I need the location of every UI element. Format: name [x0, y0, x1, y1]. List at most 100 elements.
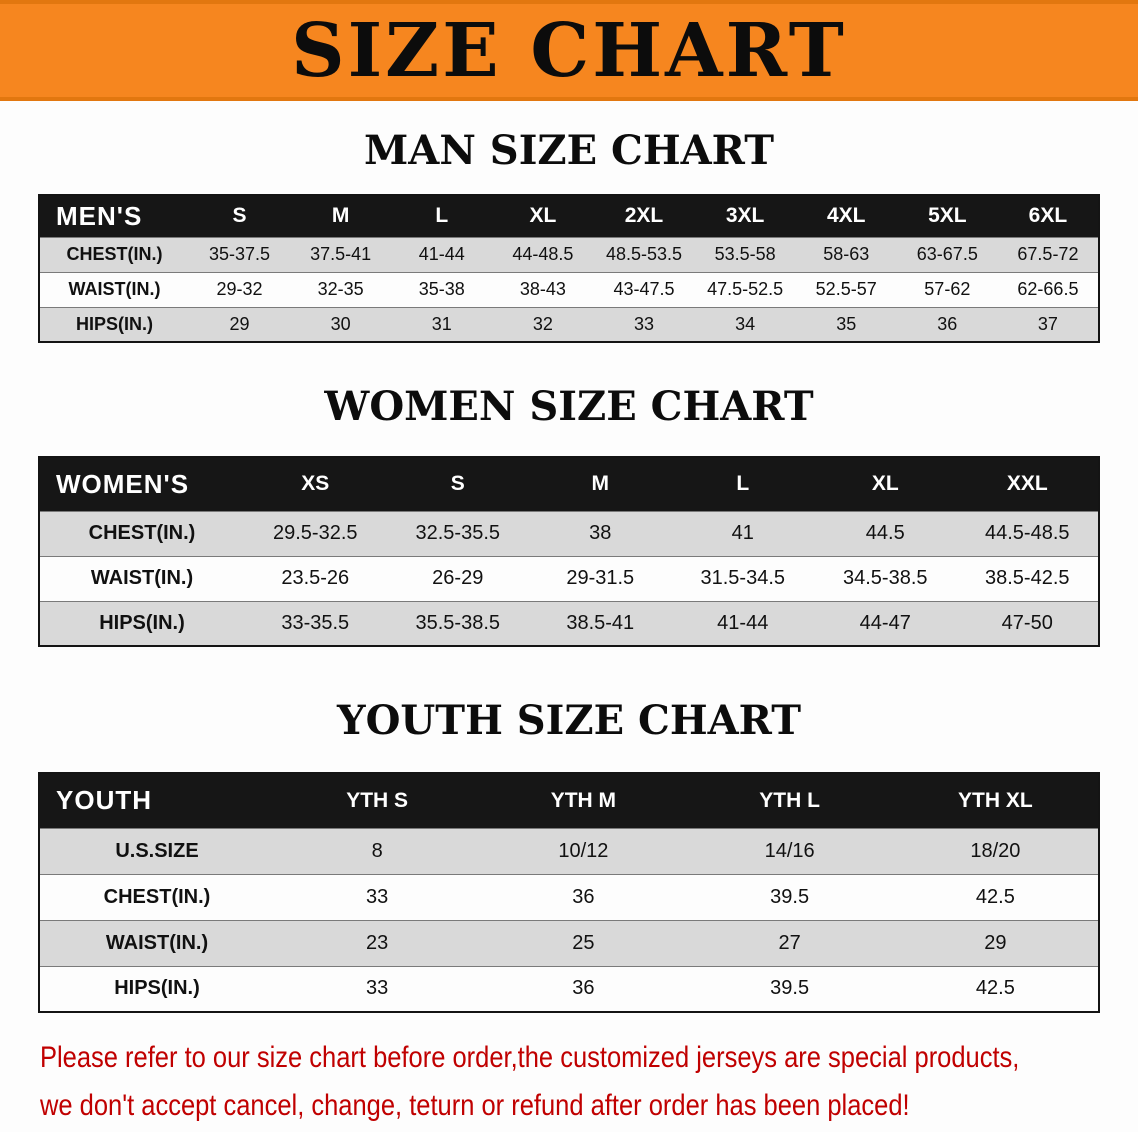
- section-heading: YOUTH SIZE CHART: [337, 697, 801, 744]
- size-value: 38.5-42.5: [984, 567, 1070, 589]
- size-column-header: XL: [871, 472, 899, 496]
- disclaimer: Please refer to our size chart before or…: [40, 1039, 1138, 1124]
- table-body: CHEST(IN.) 29.5-32.5 32.5-35.5 38 41 44.5 44.5…: [39, 511, 1099, 646]
- size-value: 47.5-52.5: [707, 279, 784, 299]
- size-value: 29: [229, 313, 250, 334]
- disclaimer-line-1: Please refer to our size chart before or…: [40, 1041, 1020, 1074]
- size-value: 30: [330, 313, 351, 334]
- size-value: 43-47.5: [613, 279, 675, 299]
- size-value: 32.5-35.5: [415, 522, 500, 544]
- size-value: 25: [572, 931, 595, 954]
- size-column-header: S: [232, 204, 247, 228]
- size-value: 35-38: [418, 279, 465, 299]
- size-value: 32: [532, 313, 553, 334]
- size-column-header: M: [331, 204, 350, 228]
- table-body: CHEST(IN.) 35-37.5 37.5-41 41-44 44-48.5 48.5…: [39, 237, 1099, 342]
- size-value: 41: [731, 522, 754, 544]
- size-value: 37.5-41: [310, 244, 372, 264]
- size-column-header: XS: [301, 472, 330, 496]
- row-label: CHEST(IN.): [66, 244, 163, 264]
- size-column-header: 5XL: [928, 204, 967, 228]
- size-value: 48.5-53.5: [605, 244, 683, 264]
- size-value: 18/20: [970, 839, 1021, 862]
- size-table: YOUTH YTH S YTH M YTH L YTH XL U.S.SIZE 8 10/1…: [38, 772, 1100, 1013]
- size-value: 35: [836, 313, 857, 334]
- size-value: 44-47: [859, 611, 911, 634]
- table-row: CHEST(IN.) 35-37.5 37.5-41 41-44 44-48.5 48.5…: [39, 237, 1099, 272]
- row-label: HIPS(IN.): [114, 977, 200, 1000]
- size-value: 27: [778, 931, 801, 954]
- size-table: WOMEN'S XS S M L XL XXL CHEST(IN.) 29.5-32.5 32.…: [38, 456, 1100, 647]
- row-label: WAIST(IN.): [105, 931, 209, 954]
- banner: SIZE CHART: [0, 0, 1138, 101]
- table-row: WAIST(IN.) 29-32 32-35 35-38 38-43 43-47.5 47.…: [39, 272, 1099, 307]
- size-value: 58-63: [823, 244, 870, 264]
- size-value: 41-44: [418, 244, 465, 264]
- size-value: 23: [366, 931, 389, 954]
- size-value: 52.5-57: [815, 279, 877, 299]
- size-chart-section: YOUTH SIZE CHART YOUTH YTH S YTH M YTH L YTH…: [0, 697, 1138, 1013]
- size-value: 53.5-58: [714, 244, 776, 264]
- size-value: 63-67.5: [916, 244, 978, 264]
- table-row: HIPS(IN.) 29 30 31 32 33 34 35 36 37: [39, 307, 1099, 342]
- row-label: CHEST(IN.): [103, 885, 211, 908]
- size-column-header: 3XL: [725, 204, 765, 228]
- row-label: WAIST(IN.): [90, 567, 194, 589]
- size-value: 39.5: [770, 977, 810, 1000]
- row-label: HIPS(IN.): [75, 313, 153, 334]
- size-value: 41-44: [717, 611, 769, 634]
- table-row: WAIST(IN.) 23.5-26 26-29 29-31.5 31.5-34.5 34…: [39, 556, 1099, 601]
- size-column-header: YTH XL: [958, 788, 1033, 812]
- size-chart-section: MAN SIZE CHART MEN'S S M L XL 2XL 3XL 4XL 5XL 6XL…: [0, 127, 1138, 343]
- table-row: CHEST(IN.) 29.5-32.5 32.5-35.5 38 41 44.5 44.5…: [39, 511, 1099, 556]
- table-row: HIPS(IN.) 33-35.5 35.5-38.5 38.5-41 41-44 44-…: [39, 601, 1099, 646]
- size-value: 31: [431, 313, 452, 334]
- size-value: 34: [735, 313, 756, 334]
- size-column-header: L: [736, 472, 750, 496]
- table-corner-label: YOUTH: [56, 785, 152, 816]
- size-chart-section: WOMEN SIZE CHART WOMEN'S XS S M L XL XXL CHEST…: [0, 383, 1138, 647]
- size-value: 34.5-38.5: [842, 567, 928, 589]
- size-value: 44.5: [865, 522, 905, 544]
- size-value: 32-35: [317, 279, 364, 299]
- table-header-row: MEN'S S M L XL 2XL 3XL 4XL 5XL 6XL: [39, 195, 1099, 237]
- size-value: 33: [633, 313, 654, 334]
- size-table: MEN'S S M L XL 2XL 3XL 4XL 5XL 6XL CHEST(IN.) 35-3…: [38, 194, 1100, 343]
- size-column-header: 4XL: [826, 204, 866, 228]
- row-label: WAIST(IN.): [68, 279, 161, 299]
- size-value: 44.5-48.5: [984, 522, 1070, 544]
- table-row: WAIST(IN.) 23 25 27 29: [39, 920, 1099, 966]
- size-value: 29: [984, 931, 1007, 954]
- size-column-header: 2XL: [624, 204, 664, 228]
- table-row: HIPS(IN.) 33 36 39.5 42.5: [39, 966, 1099, 1012]
- table-row: CHEST(IN.) 33 36 39.5 42.5: [39, 874, 1099, 920]
- size-value: 29-31.5: [566, 567, 635, 589]
- row-label: U.S.SIZE: [115, 839, 199, 862]
- size-column-header: XXL: [1006, 472, 1048, 496]
- size-value: 31.5-34.5: [700, 567, 785, 589]
- row-label: CHEST(IN.): [88, 522, 196, 544]
- size-value: 42.5: [975, 977, 1015, 1000]
- table-body: U.S.SIZE 8 10/12 14/16 18/20 CHEST(IN.) 33 36 39…: [39, 828, 1099, 1012]
- size-value: 47-50: [1001, 611, 1053, 634]
- table-header-row: WOMEN'S XS S M L XL XXL: [39, 457, 1099, 511]
- banner-title: SIZE CHART: [291, 7, 847, 94]
- size-value: 42.5: [975, 885, 1015, 908]
- section-heading: WOMEN SIZE CHART: [324, 383, 814, 430]
- table-corner-label: MEN'S: [56, 200, 143, 231]
- size-column-header: 6XL: [1028, 204, 1068, 228]
- size-value: 38-43: [519, 279, 566, 299]
- size-value: 67.5-72: [1017, 244, 1079, 264]
- size-value: 62-66.5: [1017, 279, 1079, 299]
- table-corner-label: WOMEN'S: [56, 468, 190, 499]
- size-value: 39.5: [770, 885, 810, 908]
- row-label: HIPS(IN.): [99, 611, 185, 634]
- size-value: 29-32: [216, 279, 263, 299]
- size-column-header: M: [591, 472, 610, 496]
- size-value: 33-35.5: [281, 611, 350, 634]
- size-column-header: XL: [529, 204, 557, 228]
- disclaimer-line-2: we don't accept cancel, change, teturn o…: [40, 1088, 910, 1122]
- size-value: 57-62: [924, 279, 971, 299]
- size-value: 8: [371, 839, 383, 862]
